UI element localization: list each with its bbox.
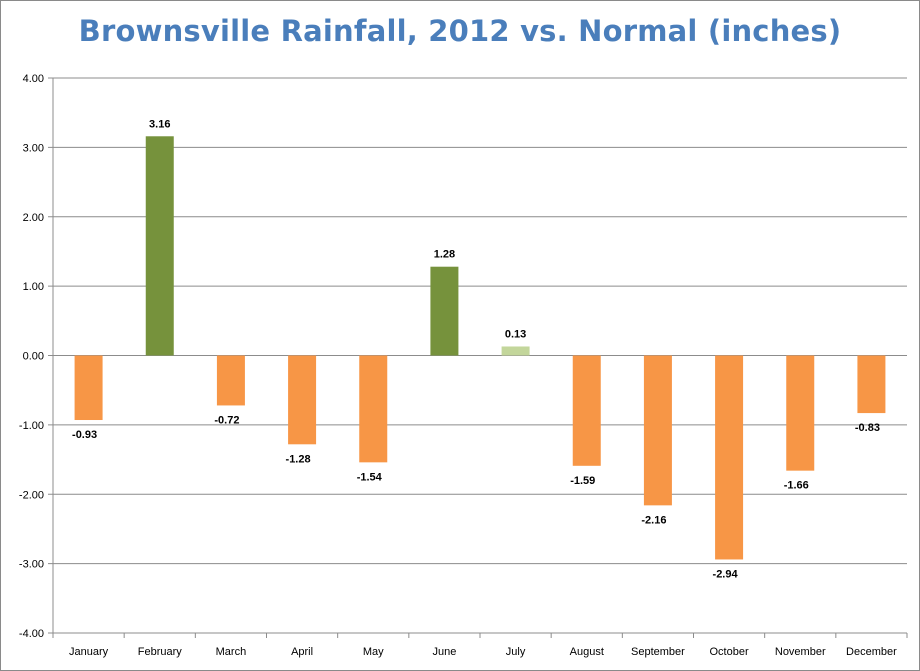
x-tick-label: March (216, 646, 247, 658)
data-label: -1.66 (784, 480, 809, 492)
data-label: 0.13 (505, 328, 526, 340)
x-tick-label: February (138, 646, 183, 658)
y-tick-label: -4.00 (19, 628, 44, 640)
y-tick-label: -2.00 (19, 489, 44, 501)
x-tick-label: June (432, 646, 456, 658)
bar (572, 355, 601, 466)
y-tick-label: 4.00 (23, 73, 44, 85)
bar (430, 266, 459, 356)
bar (74, 355, 103, 421)
data-label: 3.16 (149, 118, 170, 130)
bar (145, 136, 174, 356)
x-tick-label: December (846, 646, 897, 658)
bar (216, 355, 245, 406)
data-label: -0.83 (855, 422, 880, 434)
x-tick-label: November (775, 646, 826, 658)
bar (359, 355, 388, 463)
y-tick-label: 2.00 (23, 212, 44, 224)
x-tick-label: July (506, 646, 526, 658)
bar (501, 346, 530, 356)
y-tick-label: 1.00 (23, 281, 44, 293)
data-label: -1.54 (357, 471, 383, 483)
bar (786, 355, 815, 471)
chart-title: Brownsville Rainfall, 2012 vs. Normal (i… (78, 14, 842, 48)
data-label: -0.72 (214, 414, 239, 426)
data-label: -0.93 (72, 429, 97, 441)
y-tick-label: -1.00 (19, 420, 44, 432)
data-label: 1.28 (434, 249, 455, 261)
x-tick-label: January (69, 646, 109, 658)
x-tick-label: September (631, 646, 685, 658)
x-tick-label: October (710, 646, 749, 658)
data-label: -2.94 (713, 568, 739, 580)
x-tick-label: August (570, 646, 604, 658)
data-label: -2.16 (641, 514, 666, 526)
bar (288, 355, 317, 445)
x-tick-label: May (363, 646, 384, 658)
bar (643, 355, 672, 506)
bar (857, 355, 886, 414)
x-tick-label: April (291, 646, 313, 658)
bar (715, 355, 744, 560)
y-tick-label: 0.00 (23, 351, 44, 363)
y-tick-label: -3.00 (19, 559, 44, 571)
data-label: -1.28 (286, 453, 311, 465)
data-label: -1.59 (570, 475, 595, 487)
y-tick-label: 3.00 (23, 142, 44, 154)
